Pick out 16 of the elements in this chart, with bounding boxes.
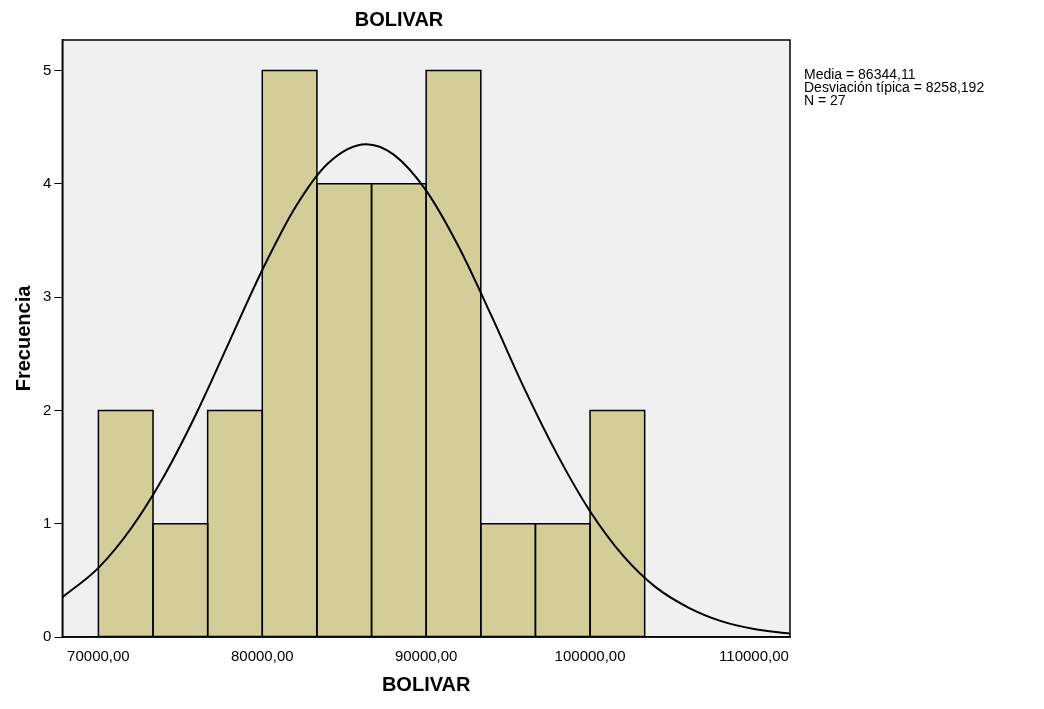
- y-tick-label: 0: [43, 627, 52, 645]
- x-tick-label: 90000,00: [394, 647, 458, 665]
- text: Media = 86344,11: [804, 65, 916, 82]
- chart-title: BOLIVAR: [354, 7, 444, 30]
- x-tick-label: 80000,00: [231, 647, 294, 665]
- y-tick-label: 5: [43, 60, 52, 78]
- x-tick-label: 110000,00: [719, 647, 789, 665]
- x-axis-title: BOLIVAR: [381, 672, 471, 695]
- x-tick-label: 100000,00: [554, 647, 626, 665]
- y-tick-label: 1: [43, 513, 52, 531]
- y-tick-label: 2: [43, 400, 52, 418]
- y-tick-label: 3: [43, 287, 52, 305]
- y-tick-label: 4: [43, 174, 52, 192]
- text: N = 27: [804, 91, 846, 108]
- y-axis-title: Frecuencia: [11, 284, 34, 392]
- x-tick-label: 70000,00: [67, 647, 130, 665]
